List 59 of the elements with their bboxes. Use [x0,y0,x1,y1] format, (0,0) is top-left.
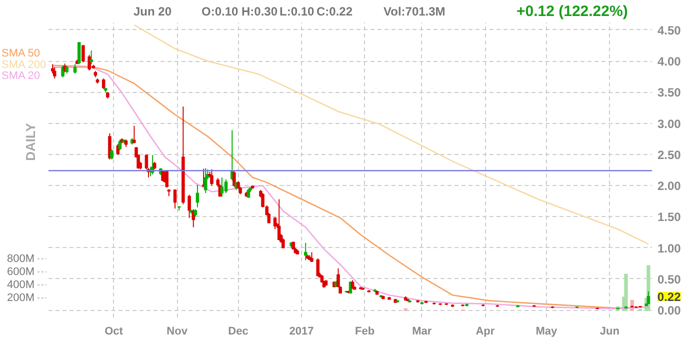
candlestick [90,50,93,65]
x-tick-label: May [536,326,558,338]
x-tick-label: Apr [476,326,496,338]
y2-tick-label: 400M [6,278,35,291]
candlestick [110,148,114,160]
text: Vol:701.3M [384,4,446,18]
line-series [134,24,650,245]
candlestick [116,143,120,156]
candlestick [220,176,224,198]
bar [624,274,628,311]
text: Jun 20 [134,4,172,18]
text: H:0.30 [242,4,278,18]
candlestick [646,290,650,304]
x-tick-label: Jun [600,326,620,338]
y-tick-label: 0.00 [658,304,682,318]
annotation: 0.22 [657,290,682,304]
text: SMA 200 [2,58,46,71]
y-tick-label: 0.50 [658,272,682,286]
candlestick [88,54,91,71]
x-tick-label: Dec [228,326,248,338]
y-tick-label: 4.00 [658,54,682,69]
candlestick [204,168,208,194]
candlestick [102,78,106,90]
y-tick-label: 2.00 [658,179,682,194]
candlestick [165,170,168,188]
text: DAILY [23,122,38,161]
y2-tick-label: 600M [6,266,35,278]
text: +0.12 (122.22%) [516,3,628,20]
x-tick-label: Oct [104,326,124,338]
candlestick [173,188,177,210]
x-tick-label: 2017 [289,326,314,338]
y2-tick-label: 200M [6,292,35,304]
y-tick-label: 1.50 [658,210,682,224]
y2-tick-label: 800M [6,252,35,265]
text: C:0.22 [316,4,353,18]
x-tick-label: Mar [412,326,432,338]
candlestick [73,64,77,74]
candlestick [50,64,54,74]
y-tick-label: 1.00 [658,241,682,256]
text: O:0.10 [202,4,239,18]
y-tick-label: 2.50 [658,148,682,162]
x-tick-label: Feb [355,326,375,338]
candlestick [52,66,56,80]
candlestick [82,44,85,63]
y-tick-label: 3.00 [658,116,682,131]
candlestick [232,170,236,188]
series-label: SMA 20 [2,70,40,82]
candlestick [316,258,320,277]
candlestick [61,64,64,78]
y-tick-label: 4.50 [658,23,682,38]
candlestick [282,238,285,249]
x-tick-label: Nov [166,326,188,338]
series-label: SMA 50 [2,48,40,60]
y-tick-label: 3.50 [658,86,682,100]
bar [404,308,408,311]
candlestick [108,132,112,160]
candlestick [196,184,200,208]
candlestick [224,178,228,194]
text: L:0.10 [280,4,315,18]
